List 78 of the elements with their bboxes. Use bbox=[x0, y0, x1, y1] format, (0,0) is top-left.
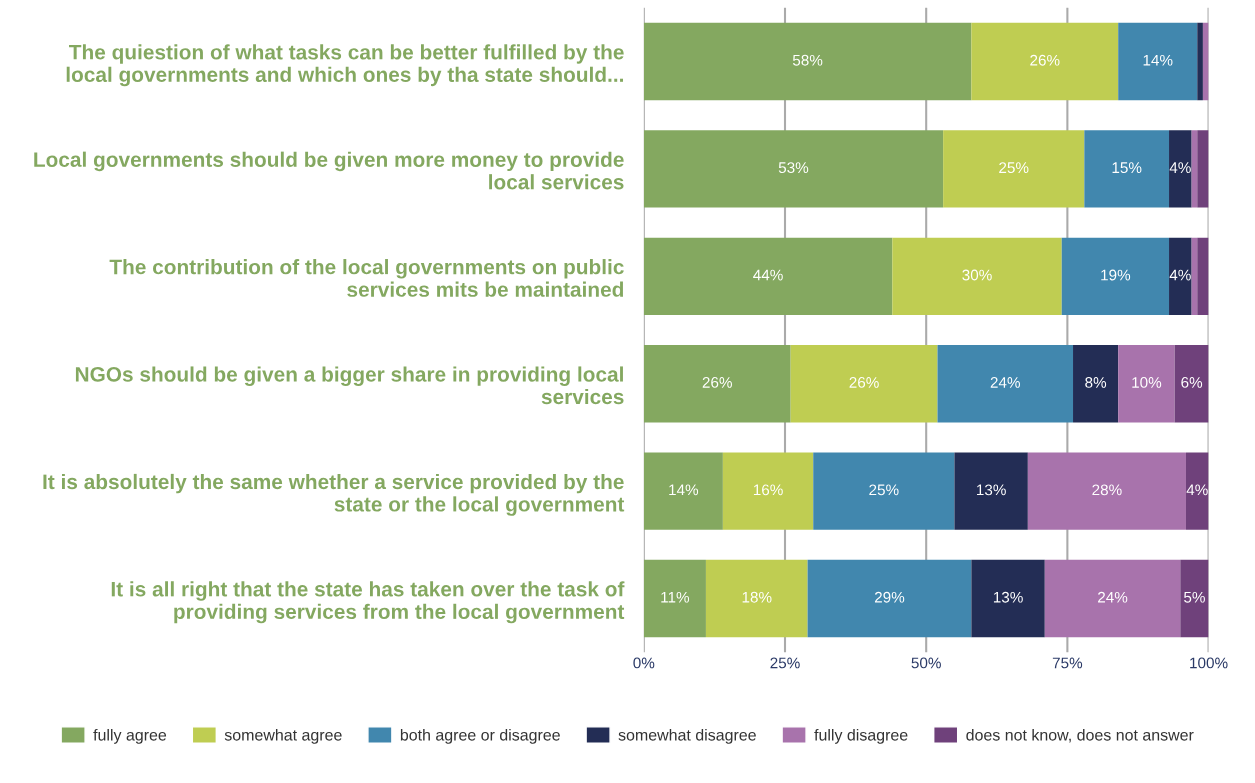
data-label: 5% bbox=[1184, 591, 1205, 603]
data-label: 30% bbox=[962, 269, 992, 281]
legend-label: both agree or disagree bbox=[400, 728, 560, 744]
data-label: 44% bbox=[753, 269, 783, 281]
bar bbox=[643, 345, 791, 423]
bar bbox=[1044, 559, 1181, 638]
bar bbox=[1197, 237, 1209, 315]
bar bbox=[790, 345, 938, 423]
data-label: 19% bbox=[1101, 269, 1131, 281]
data-label: 18% bbox=[742, 591, 772, 603]
bar bbox=[1197, 130, 1209, 208]
bar bbox=[722, 452, 814, 530]
bar bbox=[643, 452, 723, 530]
bar bbox=[643, 130, 944, 208]
y-tick-label: The quiestion of what tasks can be better fulfilled by the local governments and which ones by tha state should... bbox=[66, 44, 624, 87]
y-tick-label: It is all right that the state has taken over the task of providing services from the local government bbox=[111, 581, 625, 624]
bar bbox=[1073, 345, 1119, 423]
x-tick-label: 50% bbox=[911, 657, 941, 669]
x-tick-label: 25% bbox=[770, 657, 800, 669]
bar bbox=[954, 452, 1028, 530]
legend-label: fully disagree bbox=[814, 728, 908, 744]
data-label: 4% bbox=[1186, 484, 1208, 496]
bar bbox=[813, 452, 955, 530]
y-tick-label: NGOs should be given a bigger share in providing local services bbox=[75, 366, 624, 405]
bar bbox=[1197, 22, 1203, 101]
y-tick-label: The contribution of the local governments on public services mits be maintained bbox=[109, 259, 624, 297]
data-label: 26% bbox=[849, 377, 879, 388]
data-label: 26% bbox=[702, 377, 732, 388]
bar bbox=[1169, 130, 1192, 208]
data-label: 14% bbox=[669, 484, 699, 496]
x-tick-label: 75% bbox=[1052, 657, 1083, 669]
bar bbox=[943, 130, 1085, 208]
data-label: 14% bbox=[1143, 54, 1173, 66]
legend-label: fully agree bbox=[93, 728, 167, 744]
bar bbox=[937, 345, 1074, 423]
data-label: 13% bbox=[977, 484, 1006, 496]
data-label: 25% bbox=[869, 484, 899, 496]
data-label: 28% bbox=[1092, 484, 1122, 496]
y-tick-label: Local governments should be given more money to provide local services bbox=[34, 151, 624, 190]
x-tick-label: 0% bbox=[633, 657, 655, 669]
bar bbox=[971, 22, 1119, 101]
bar bbox=[1027, 452, 1186, 530]
bar bbox=[1118, 345, 1175, 423]
bar bbox=[643, 22, 972, 101]
data-label: 24% bbox=[1098, 591, 1128, 603]
bar bbox=[1169, 237, 1192, 315]
data-label: 15% bbox=[1112, 162, 1142, 174]
y-tick-label: It is absolutely the same whether a service provided by the state or the local government bbox=[43, 473, 625, 516]
legend-label: somewhat disagree bbox=[618, 728, 756, 744]
bar bbox=[807, 559, 972, 638]
bar bbox=[971, 559, 1045, 638]
data-label: 16% bbox=[753, 484, 783, 496]
bar bbox=[643, 237, 893, 315]
bar bbox=[1061, 237, 1170, 315]
data-label: 29% bbox=[874, 591, 905, 603]
bar bbox=[1185, 452, 1209, 530]
data-label: 26% bbox=[1030, 54, 1060, 66]
x-tick-label: 100% bbox=[1190, 657, 1228, 669]
bar bbox=[705, 559, 808, 638]
data-label: 24% bbox=[990, 377, 1020, 388]
data-label: 11% bbox=[661, 591, 690, 603]
data-label: 6% bbox=[1181, 377, 1203, 388]
bar bbox=[643, 559, 706, 638]
data-label: 13% bbox=[993, 591, 1023, 603]
bar bbox=[1118, 22, 1198, 101]
bar bbox=[1174, 345, 1209, 423]
data-label: 10% bbox=[1132, 377, 1162, 388]
data-label: 53% bbox=[778, 162, 809, 174]
data-label: 58% bbox=[792, 54, 823, 66]
bar bbox=[892, 237, 1062, 315]
bar bbox=[1180, 559, 1209, 638]
legend-label: somewhat agree bbox=[224, 728, 342, 744]
data-label: 8% bbox=[1085, 377, 1107, 388]
bar bbox=[1084, 130, 1170, 208]
legend-label: does not know, does not answer bbox=[966, 728, 1194, 743]
data-label: 4% bbox=[1169, 162, 1191, 173]
data-label: 4% bbox=[1169, 269, 1191, 281]
data-label: 25% bbox=[999, 162, 1029, 174]
